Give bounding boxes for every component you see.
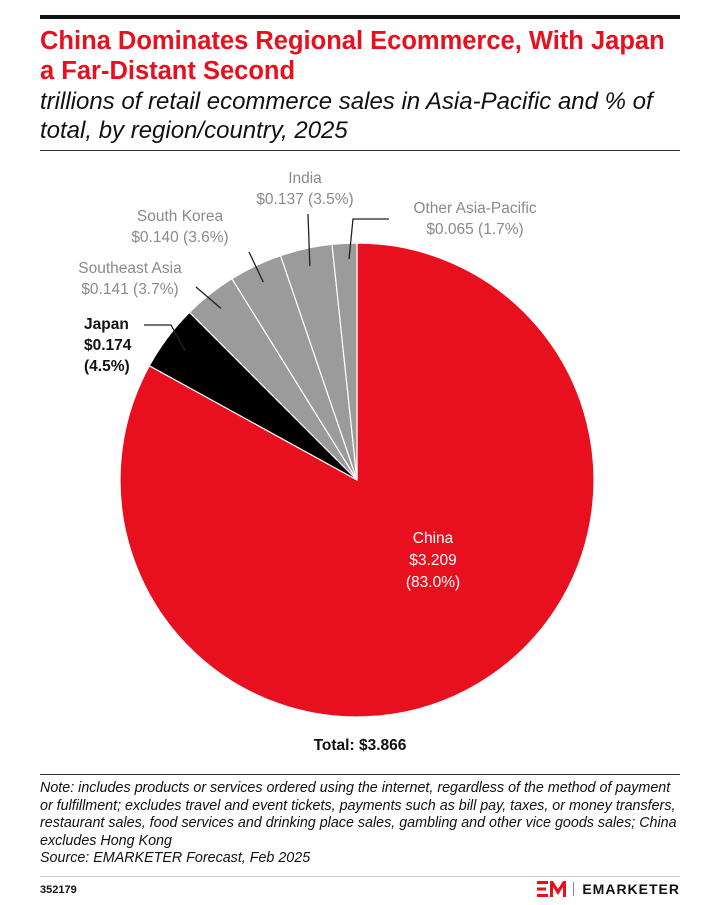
leader-southeast-asia: [195, 286, 222, 309]
header-divider: [40, 150, 680, 151]
pie-chart: China $3.209 (83.0%) Japan $0.174 (4.5%) Sout…: [78, 170, 595, 718]
chart-id: 352179: [40, 884, 77, 896]
leader-japan: [144, 324, 186, 352]
slice-label-japan-pct: (4.5%): [84, 358, 130, 375]
slice-label-japan: Japan: [84, 316, 129, 333]
slice-label-southeast-asia: Southeast Asia $0.141 (3.7%): [78, 260, 182, 298]
slice-labels: China $3.209 (83.0%) Japan $0.174 (4.5%) Sout…: [78, 170, 537, 591]
total-label: Total: $3.866: [313, 737, 407, 754]
note-text: Note: includes products or services orde…: [40, 780, 677, 849]
slice-label-south-korea: South Korea $0.140 (3.6%): [131, 208, 228, 246]
pie-slices: [119, 242, 595, 718]
leader-india: [307, 213, 311, 267]
em-logo-icon: [537, 881, 567, 897]
footnote: Note: includes products or services orde…: [40, 780, 680, 868]
pie-slice-other-asia-pacific: [331, 242, 358, 481]
slice-label-other-asia-pacific: Other Asia-Pacific $0.065 (1.7%): [413, 200, 536, 238]
leader-other-asia-pacific: [348, 218, 389, 260]
leader-south-korea: [248, 251, 264, 283]
chart-title: China Dominates Regional Ecommerce, With…: [40, 27, 665, 85]
slice-label-japan-value: $0.174: [84, 337, 132, 354]
top-rule: [40, 15, 680, 19]
source-text: Source: EMARKETER Forecast, Feb 2025: [40, 850, 311, 867]
brand-divider: [573, 882, 575, 896]
leader-lines: [144, 213, 389, 352]
brand-logo: EMARKETER: [537, 880, 680, 898]
slice-label-china: China $3.209 (83.0%): [406, 530, 460, 591]
brand-name: EMARKETER: [582, 881, 680, 897]
chart-subtitle: trillions of retail ecommerce sales in A…: [40, 88, 653, 144]
footer-divider: [40, 876, 680, 877]
note-divider: [40, 774, 680, 775]
slice-label-india: India $0.137 (3.5%): [256, 170, 353, 208]
